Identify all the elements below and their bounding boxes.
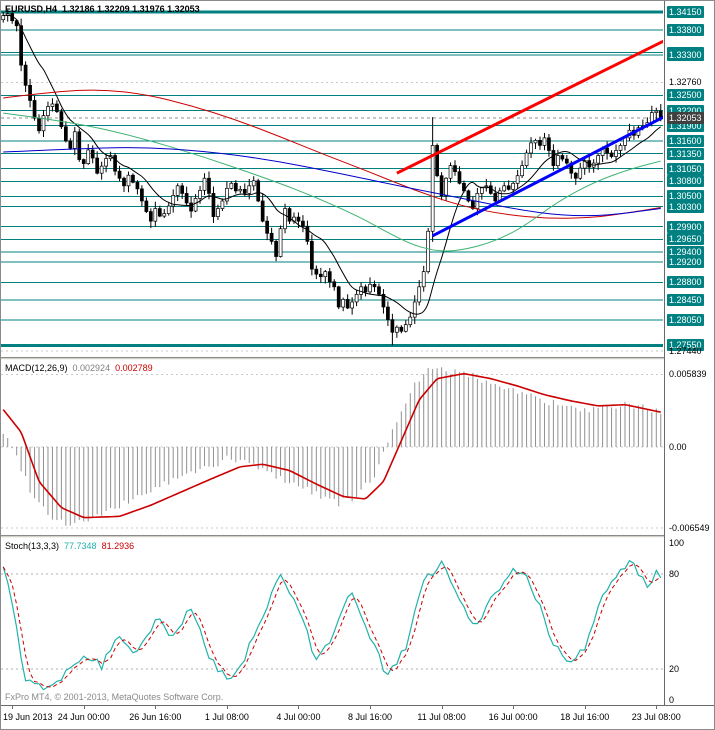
panel-divider-macd[interactable]	[1, 357, 714, 360]
price-level-label: 1.33800	[667, 23, 704, 36]
price-axis[interactable]: 1.341501.338001.333501.333001.325001.322…	[664, 1, 714, 705]
price-level-label: 1.31350	[667, 147, 704, 160]
price-level-label: 1.28800	[667, 276, 704, 289]
stoch-panel: Stoch(13,3,3) 77.7348 81.2936 FxPro MT4, ©…	[1, 538, 663, 705]
macd-signal-line	[2, 373, 661, 519]
horizontal-level-lines[interactable]	[1, 10, 663, 347]
scale-label: 0.005839	[669, 369, 707, 380]
time-label: 8 Jul 16:00	[347, 712, 393, 722]
time-tick	[656, 706, 658, 709]
price-level-label: 1.31050	[667, 162, 704, 175]
scale-label: 0.00	[669, 441, 687, 452]
stoch-signal-line	[2, 563, 662, 688]
price-level-label: 1.30300	[667, 200, 704, 213]
price-level-label: 1.34150	[667, 6, 704, 19]
scale-label: 0	[669, 695, 675, 706]
macd-panel: MACD(12,26,9) 0.002924 0.002789	[1, 360, 663, 535]
time-tick	[12, 706, 14, 709]
price-level-label: 1.28450	[667, 293, 704, 306]
time-label: 11 Jul 08:00	[417, 712, 466, 722]
stoch-signal-value: 81.2936	[101, 541, 135, 551]
time-label: 23 Jul 08:00	[631, 712, 681, 722]
time-label: 16 Jul 00:00	[488, 712, 538, 722]
price-level-label: 1.30800	[667, 175, 704, 188]
time-tick	[298, 706, 300, 709]
time-tick	[441, 706, 443, 709]
scale-label: 1.27440	[669, 345, 702, 356]
scale-label: -0.006549	[669, 523, 710, 534]
time-axis[interactable]: 19 Jun 2013 24 Jun 00:00 26 Jun 16:00 1 Jul…	[1, 705, 714, 729]
time-tick	[370, 706, 372, 709]
time-label: 24 Jun 00:00	[57, 712, 110, 722]
price-level-label: 1.28050	[667, 314, 704, 327]
red-trendline[interactable]	[396, 36, 663, 175]
macd-chart[interactable]	[1, 360, 663, 535]
price-level-label: 1.27550	[667, 339, 704, 352]
main-chart-panel: EURUSD,H4 1.32186 1.32209 1.31976 1.32053	[1, 1, 663, 357]
price-level-label: 1.33300	[667, 49, 704, 62]
price-level-label: 1.29650	[667, 233, 704, 246]
copyright-text: FxPro MT4, © 2001-2013, MetaQuotes Softw…	[5, 692, 224, 702]
ohlc-values: 1.32186 1.32209 1.31976 1.32053	[62, 4, 200, 14]
macd-main-value: 0.002924	[72, 363, 111, 373]
price-level-label: 1.32500	[667, 89, 704, 102]
ma-blue	[3, 147, 661, 217]
time-label: 1 Jul 08:00	[204, 712, 249, 722]
grid-lines	[1, 81, 663, 352]
panel-divider-stoch[interactable]	[1, 535, 714, 538]
macd-label: MACD(12,26,9)	[5, 363, 68, 373]
time-tick	[513, 706, 515, 709]
scale-label: 100	[669, 537, 685, 548]
time-tick	[155, 706, 157, 709]
stoch-title: Stoch(13,3,3) 77.7348 81.2936	[5, 541, 139, 551]
scale-label: 20	[669, 663, 680, 674]
macd-signal-value: 0.002789	[115, 363, 153, 373]
stoch-main-value: 77.7348	[64, 541, 97, 551]
chart-title: EURUSD,H4 1.32186 1.32209 1.31976 1.32053	[5, 4, 205, 14]
stoch-label: Stoch(13,3,3)	[5, 541, 60, 551]
stoch-chart[interactable]	[1, 538, 663, 705]
time-tick	[584, 706, 586, 709]
current-price-label: 1.32053	[667, 112, 704, 124]
time-label: 26 Jun 16:00	[129, 712, 182, 722]
price-level-label: 1.30500	[667, 190, 704, 203]
price-level-label: 1.29400	[667, 245, 704, 258]
ma-red	[3, 89, 661, 219]
scale-label: 80	[669, 569, 680, 580]
price-level-label: 1.29200	[667, 256, 704, 269]
stoch-main-line	[2, 559, 662, 691]
time-tick	[226, 706, 228, 709]
candles	[1, 9, 663, 346]
blue-trendline[interactable]	[431, 112, 663, 238]
ma-fast-black	[3, 14, 662, 315]
time-tick	[83, 706, 85, 709]
macd-title: MACD(12,26,9) 0.002924 0.002789	[5, 363, 158, 373]
price-level-label: 1.29900	[667, 220, 704, 233]
ma-green	[3, 112, 661, 252]
scale-label: 1.32760	[669, 77, 702, 88]
macd-histogram	[2, 367, 662, 526]
time-label: 18 Jul 16:00	[560, 712, 610, 722]
main-chart[interactable]	[1, 1, 663, 357]
time-label: 19 Jun 2013	[3, 712, 53, 722]
symbol-period-label: EURUSD,H4	[5, 4, 58, 14]
price-level-label: 1.31600	[667, 134, 704, 147]
time-label: 4 Jul 00:00	[276, 712, 321, 722]
